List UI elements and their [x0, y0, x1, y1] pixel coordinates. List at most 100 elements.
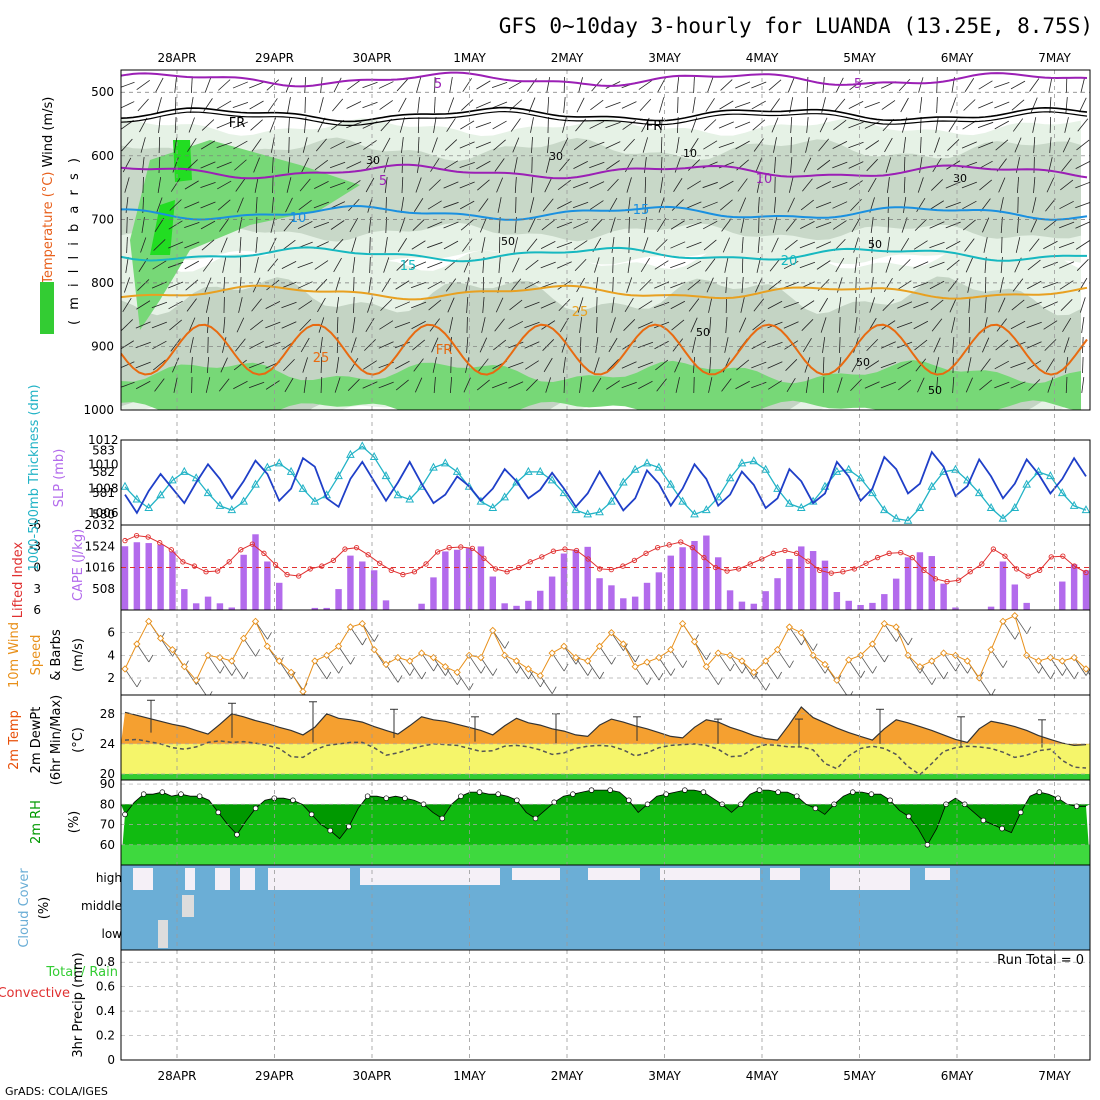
- wind-barb: [250, 319, 264, 331]
- temp-label-1: 2m Temp: [7, 710, 22, 770]
- cape-bar: [169, 551, 176, 610]
- wind-barb-10m: [1061, 660, 1075, 680]
- wind-barb: [124, 177, 130, 193]
- temp-tick: 28: [100, 707, 115, 721]
- wind-barb: [271, 156, 274, 174]
- wind-barb: [628, 236, 630, 254]
- wind-barb: [298, 300, 313, 310]
- li-tick: 3: [33, 582, 41, 596]
- date-label-top: 6MAY: [941, 51, 974, 65]
- wind-barb: [832, 181, 848, 189]
- wind-barb: [611, 237, 615, 253]
- wind-barb: [200, 181, 216, 189]
- wind-barb-10m: [421, 652, 434, 672]
- wind-barb: [838, 297, 842, 313]
- wind-barb: [771, 237, 779, 253]
- rh-point: [532, 815, 539, 822]
- wind-barb: [330, 220, 345, 230]
- li-point: [319, 563, 325, 569]
- rh-point: [887, 797, 893, 803]
- thickness-point: [725, 473, 735, 482]
- li-point: [145, 534, 151, 540]
- cape-bar: [999, 561, 1007, 610]
- wind-barb: [819, 297, 829, 313]
- wind-barb: [217, 100, 232, 110]
- wind-barb: [514, 176, 517, 194]
- rh-point: [439, 815, 445, 822]
- wind-barb: [638, 380, 653, 390]
- wind-barb: [1015, 237, 1021, 253]
- wind-barb: [329, 161, 346, 169]
- wind-barb: [349, 357, 359, 373]
- wind-barb: [734, 101, 751, 109]
- wind-barb: [383, 157, 389, 173]
- date-label-top: 2MAY: [551, 51, 584, 65]
- wind-barb: [1014, 137, 1022, 153]
- cloud-middle-segment: [182, 895, 194, 917]
- rh-point: [308, 811, 315, 818]
- wind-barb: [557, 201, 572, 209]
- wind-barb: [445, 278, 457, 292]
- wind-barb: [929, 241, 945, 249]
- wind-barb: [1081, 317, 1085, 333]
- wind-barb-10m: [385, 664, 399, 683]
- li-point: [203, 569, 209, 575]
- cape-bar: [703, 535, 710, 610]
- temp-label-3: (6hr Min/Max): [49, 695, 64, 785]
- wind-barb: [232, 121, 248, 129]
- cape-bar: [418, 603, 425, 610]
- wind-barb: [496, 177, 504, 193]
- wind-barb: [686, 180, 702, 190]
- wind-barb: [122, 157, 132, 173]
- wind-barb: [850, 378, 862, 392]
- wind-barb: [251, 298, 262, 312]
- cloud-clear-segment: [588, 868, 640, 880]
- rh-point: [159, 789, 166, 795]
- wind-barb: [707, 77, 714, 93]
- wind-barb: [158, 117, 161, 133]
- wind-barb-10m: [160, 638, 173, 657]
- wind-barb: [304, 76, 307, 94]
- wind-barb: [1075, 240, 1090, 250]
- wind-barb: [297, 261, 313, 269]
- wind-barb: [476, 379, 490, 391]
- wind-barb: [935, 117, 939, 133]
- wind-barb: [153, 239, 166, 251]
- wind-barb: [1026, 321, 1042, 329]
- wind-barb-flag: [931, 677, 937, 685]
- wind-barb: [994, 120, 1009, 130]
- rh-point: [140, 791, 147, 797]
- wind-barb: [135, 380, 151, 390]
- wind-barb: [572, 181, 589, 189]
- wind-barb: [773, 196, 777, 214]
- slp-tick: 1008: [88, 482, 119, 496]
- wind-barb: [497, 277, 502, 293]
- wind-barb: [399, 217, 406, 233]
- wind-speed-point: [548, 649, 556, 657]
- thickness-point: [488, 502, 498, 511]
- wind-barb-10m: [1085, 668, 1090, 676]
- wind-barb: [154, 218, 165, 232]
- wind-barb: [691, 337, 697, 353]
- li-point: [770, 550, 777, 556]
- wind-barb: [579, 336, 582, 354]
- wind-barb: [995, 139, 1009, 151]
- cape-bar: [323, 607, 330, 610]
- wind-barb: [686, 221, 702, 229]
- li-point: [643, 550, 649, 556]
- thickness-point: [737, 458, 747, 467]
- wind-barb: [236, 317, 245, 333]
- wind-speed-point: [311, 657, 319, 665]
- wind-barb: [336, 357, 340, 373]
- wind-barb: [994, 381, 1010, 389]
- wind-barb: [848, 141, 864, 149]
- wind-barb: [267, 98, 278, 112]
- wind-barb: [173, 137, 178, 153]
- wind-barb: [216, 141, 232, 149]
- rh-point: [756, 787, 763, 793]
- wind-barb: [302, 357, 308, 373]
- date-label-bottom: 1MAY: [453, 1069, 486, 1083]
- wind-barb: [638, 80, 653, 90]
- wind-barb: [864, 121, 880, 129]
- wind-barb: [560, 137, 569, 153]
